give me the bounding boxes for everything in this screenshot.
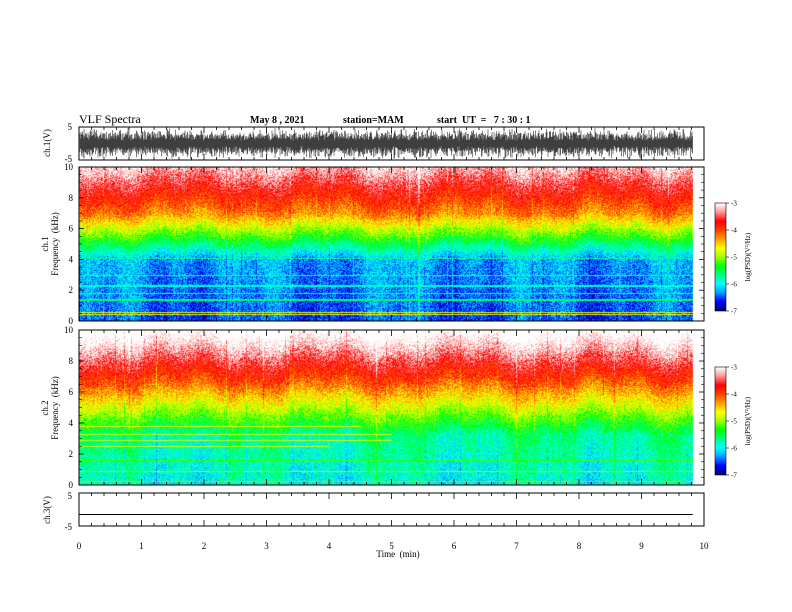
time-tick-label: 8 <box>577 541 582 551</box>
colorbar-tick-label: -6 <box>731 281 737 289</box>
ch1-ytick-top: 5 <box>68 122 73 132</box>
ch3-ytick-top: 5 <box>68 491 73 501</box>
time-tick-label: 5 <box>389 541 394 551</box>
frequency-tick-label: 0 <box>69 316 74 326</box>
ch2-spectrogram-panel: 0 2 4 6 8 10 ch.2 Frequency (kHz) <box>40 325 705 490</box>
frequency-tick-label: 4 <box>69 254 74 264</box>
ch3-ytick-bottom: -5 <box>65 522 73 532</box>
ch1-colorbar-label: log(PSD)(V²/Hz) <box>744 232 752 281</box>
frequency-tick-label: 6 <box>69 224 74 234</box>
ch1-waveform-trace <box>79 128 693 159</box>
frequency-tick-label: 10 <box>64 162 74 172</box>
ch2-colorbar-label: log(PSD)(V²/Hz) <box>744 396 752 445</box>
start-time-label: start UT = 7 : 30 : 1 <box>437 115 531 126</box>
ch1-waveform-ylabel: ch.1(V) <box>42 129 52 157</box>
colorbar-tick-label: -5 <box>731 254 737 262</box>
time-tick-label: 0 <box>77 541 82 551</box>
time-axis-ticks <box>78 126 705 527</box>
frequency-tick-label: 2 <box>69 449 74 459</box>
time-tick-label: 7 <box>514 541 519 551</box>
frequency-tick-label: 8 <box>69 356 74 366</box>
ch1-colorbar: -3 -4 -5 -6 -7 log(PSD)(V²/Hz) <box>714 200 752 316</box>
ch2-spectrogram-image <box>79 330 704 485</box>
ch1-spectrogram-ylabel: Frequency (kHz) <box>50 212 60 275</box>
frequency-tick-label: 4 <box>69 418 74 428</box>
date-label: May 8 , 2021 <box>250 115 304 126</box>
time-tick-label: 9 <box>639 541 644 551</box>
colorbar-tick-label: -5 <box>731 418 737 426</box>
ch1-waveform-path <box>79 128 693 159</box>
frequency-tick-label: 8 <box>69 193 74 203</box>
time-tick-label: 3 <box>264 541 269 551</box>
ch1-spectrogram-ylabel-channel: ch.1 <box>40 236 50 251</box>
ch3-waveform-ylabel: ch.3(V) <box>42 496 52 524</box>
time-axis-tick-labels: 0 1 2 3 4 5 6 7 8 9 10 <box>77 541 709 551</box>
ch1-spectrogram-image <box>79 167 704 321</box>
colorbar-tick-label: -3 <box>731 200 737 208</box>
time-tick-label: 4 <box>327 541 332 551</box>
time-tick-label: 10 <box>700 541 710 551</box>
frequency-tick-label: 0 <box>69 480 74 490</box>
frequency-tick-label: 10 <box>64 325 74 335</box>
ch2-spectrogram-ylabel-channel: ch.2 <box>40 400 50 415</box>
time-tick-label: 1 <box>139 541 144 551</box>
station-label: station=MAM <box>343 115 404 126</box>
colorbar-tick-label: -7 <box>731 308 737 316</box>
time-axis-label: Time (min) <box>376 549 419 559</box>
figure-title: VLF Spectra <box>79 112 141 126</box>
colorbar-tick-label: -4 <box>731 227 737 235</box>
colorbar-tick-label: -4 <box>731 391 737 399</box>
frequency-tick-label: 2 <box>69 285 74 295</box>
colorbar-tick-label: -6 <box>731 445 737 453</box>
frequency-tick-label: 6 <box>69 387 74 397</box>
time-tick-label: 6 <box>452 541 457 551</box>
time-tick-label: 2 <box>202 541 207 551</box>
ch2-colorbar-gradient <box>715 367 726 475</box>
colorbar-tick-label: -3 <box>731 364 737 372</box>
ch2-colorbar: -3 -4 -5 -6 -7 log(PSD)(V²/Hz) <box>714 364 752 480</box>
ch1-spectrogram-panel: 0 2 4 6 8 10 ch.1 Frequency (kHz) <box>40 162 705 326</box>
colorbar-tick-label: -7 <box>731 472 737 480</box>
ch1-ytick-bottom: -5 <box>65 154 73 164</box>
ch1-colorbar-gradient <box>715 203 726 311</box>
ch2-spectrogram-ylabel: Frequency (kHz) <box>50 376 60 439</box>
